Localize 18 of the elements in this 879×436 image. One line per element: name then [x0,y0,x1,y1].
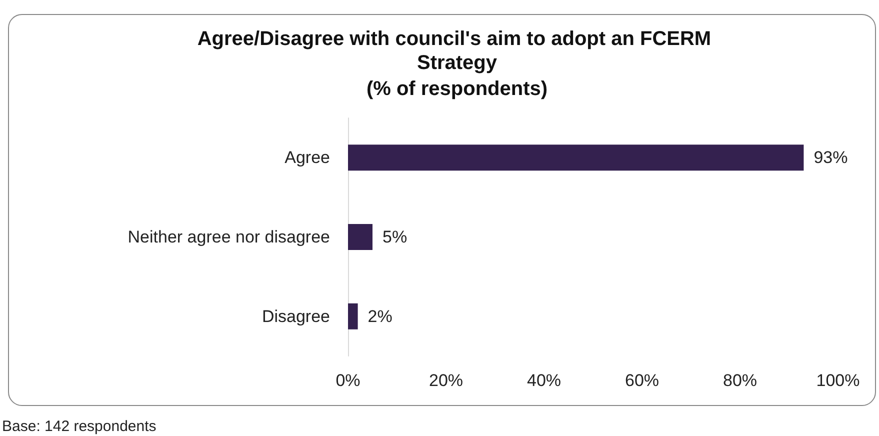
data-label: 5% [382,228,408,246]
chart-title: Agree/Disagree with council's aim to adopt an FCERM Strategy [197,28,717,74]
bar [348,224,372,250]
x-tick-label: 100% [816,371,860,390]
chart-subtitle: (% of respondents) [366,78,548,100]
y-tick-label: Agree [284,148,330,168]
y-tick-label: Disagree [262,306,330,326]
x-tick-label: 20% [428,371,464,390]
x-tick-label: 60% [624,371,660,390]
bar [348,144,804,171]
bar [348,303,358,330]
y-tick-label: Neither agree nor disagree [128,228,330,246]
x-tick-label: 80% [722,371,758,390]
text: Base: 142 respondents [2,418,156,435]
data-label: 93% [814,148,848,168]
x-tick-label: 0% [336,371,360,390]
data-label: 2% [368,306,392,326]
x-tick-label: 40% [526,371,562,390]
